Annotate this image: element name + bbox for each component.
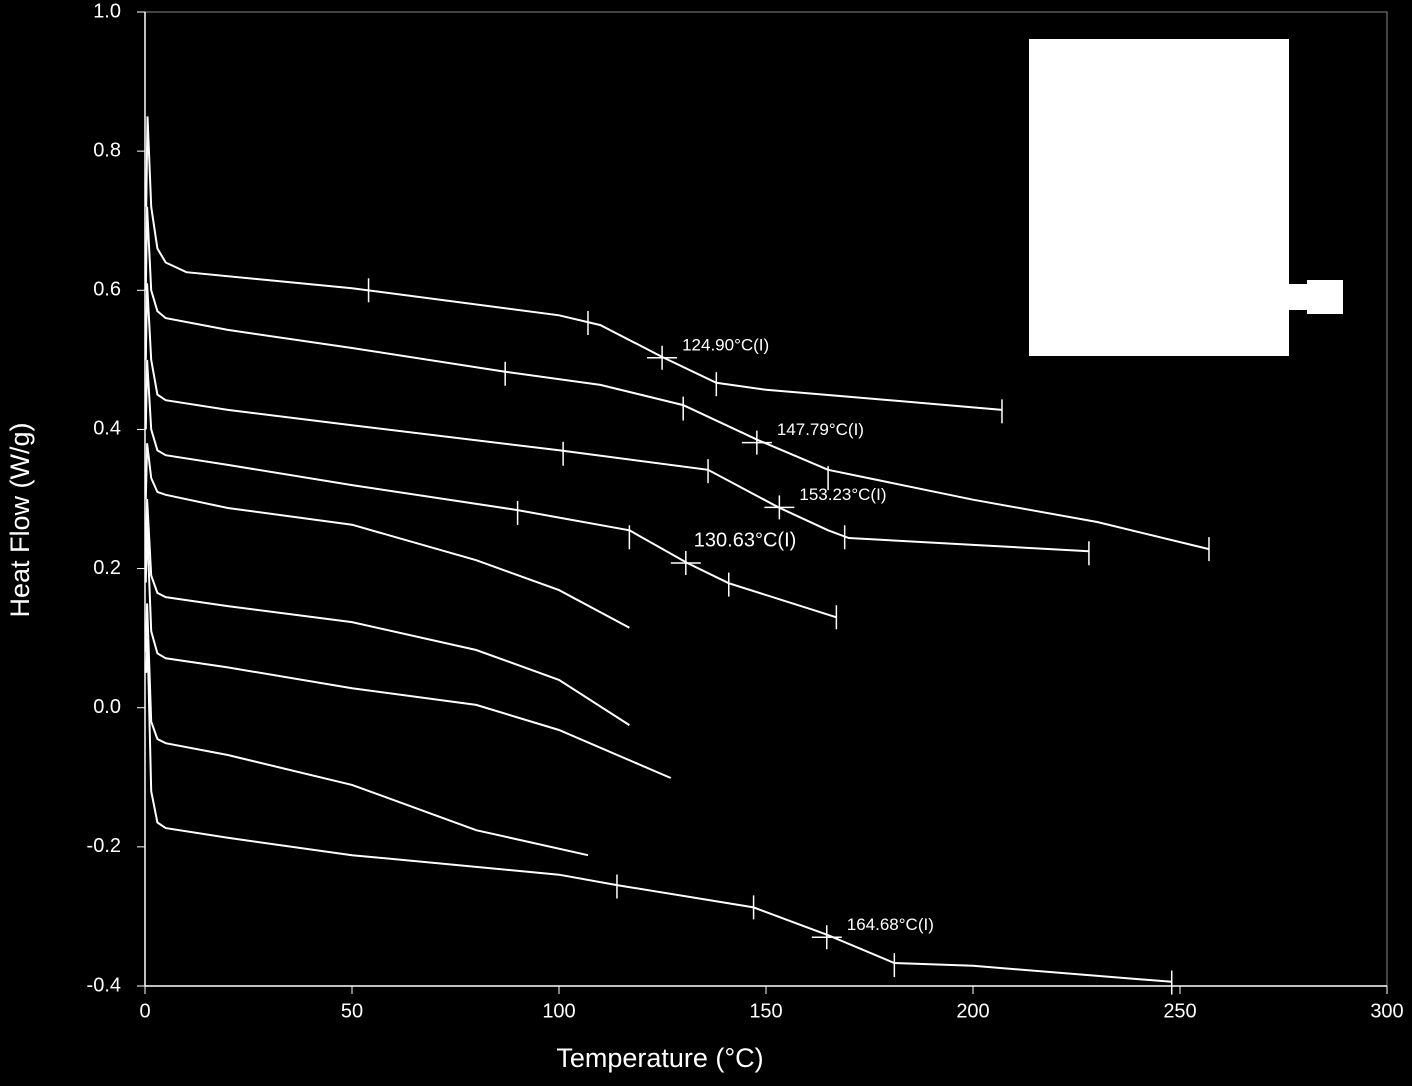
y-tick-label: 0.8 xyxy=(93,139,121,161)
annotation-label: 124.90°C(I) xyxy=(682,335,769,354)
heat-flow-curve xyxy=(144,603,589,857)
y-tick-label: 0.2 xyxy=(93,557,121,579)
y-tick-label: 0.6 xyxy=(93,279,121,301)
annotation-label: 164.68°C(I) xyxy=(847,915,934,934)
inflection-marker xyxy=(764,495,795,520)
heat-flow-curve xyxy=(144,283,1089,553)
annotation-label: 130.63°C(I) xyxy=(694,529,797,551)
y-tick-label: 0.0 xyxy=(93,696,121,718)
heat-flow-curve xyxy=(145,116,1003,411)
y-tick-label: 0.4 xyxy=(93,418,121,440)
heat-flow-curve xyxy=(145,638,1172,983)
x-axis-label: Temperature (°C) xyxy=(556,1043,763,1073)
annotation-label: 147.79°C(I) xyxy=(777,420,864,439)
x-tick-label: 150 xyxy=(749,1000,782,1022)
inflection-marker xyxy=(647,345,678,370)
y-tick-label: 1.0 xyxy=(93,0,121,22)
heat-flow-curve xyxy=(144,359,837,619)
legend-box xyxy=(1029,39,1289,356)
y-tick-label: -0.4 xyxy=(87,974,121,996)
heat-flow-curve xyxy=(144,443,630,629)
y-tick-label: -0.2 xyxy=(87,835,121,857)
x-tick-label: 50 xyxy=(341,1000,363,1022)
heat-flow-curve xyxy=(144,498,630,726)
x-tick-label: 200 xyxy=(956,1000,989,1022)
y-axis-label: Heat Flow (W/g) xyxy=(5,422,35,617)
x-tick-label: 0 xyxy=(139,1000,150,1022)
heat-flow-curve xyxy=(144,526,672,779)
x-tick-label: 100 xyxy=(542,1000,575,1022)
annotation-label: 153.23°C(I) xyxy=(799,485,886,504)
x-tick-label: 300 xyxy=(1370,1000,1403,1022)
inflection-marker xyxy=(741,430,772,455)
x-tick-label: 250 xyxy=(1163,1000,1196,1022)
legend-box xyxy=(1286,284,1310,310)
legend-box xyxy=(1307,280,1343,314)
inflection-marker xyxy=(811,925,842,950)
inflection-marker xyxy=(670,551,701,576)
